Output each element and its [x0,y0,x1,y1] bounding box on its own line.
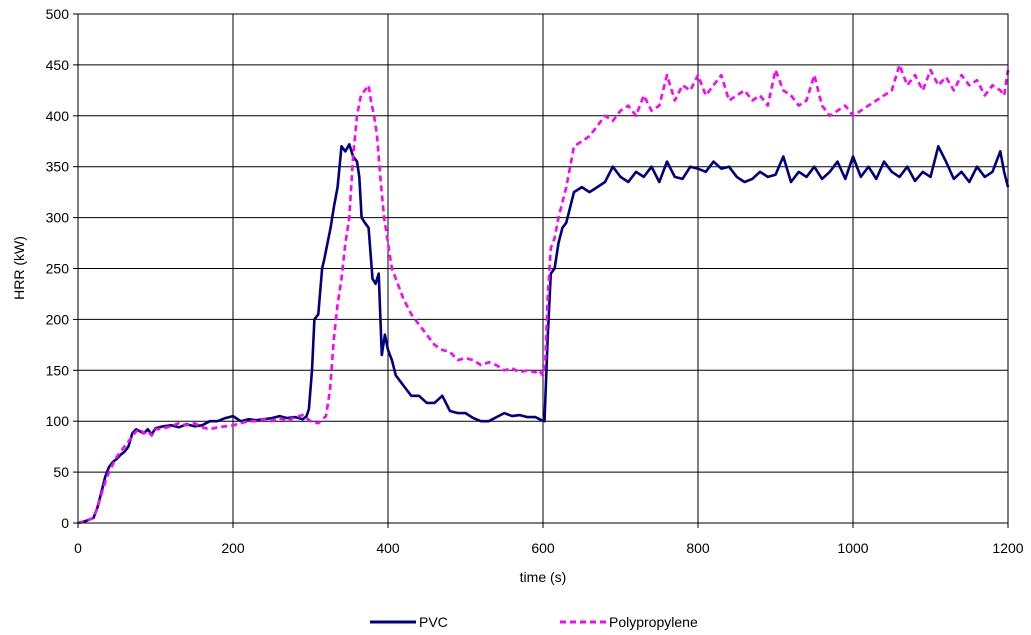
x-tick-label: 400 [376,540,400,556]
legend-label: PVC [419,614,448,630]
legend: PVC Polypropylene [370,614,698,630]
x-tick-label: 1200 [992,540,1023,556]
x-tick-label: 800 [686,540,710,556]
y-axis-ticks: 0 50 100 150 200 250 300 350 400 450 500 [46,6,78,531]
y-tick-label: 300 [46,210,70,226]
legend-label: Polypropylene [609,614,698,630]
series-line-pvc [77,143,1010,525]
y-tick-label: 0 [61,515,69,531]
y-axis-title: HRR (kW) [11,236,27,300]
y-tick-label: 450 [46,57,70,73]
y-tick-label: 150 [46,362,70,378]
y-tick-label: 350 [46,159,70,175]
y-tick-label: 100 [46,413,70,429]
series-line-polypropylene [77,63,1010,525]
x-tick-label: 200 [221,540,245,556]
x-tick-label: 600 [531,540,555,556]
y-tick-label: 50 [53,464,69,480]
y-tick-label: 400 [46,108,70,124]
y-tick-label: 200 [46,311,70,327]
series-group [77,63,1010,525]
y-tick-label: 250 [46,261,70,277]
x-axis-ticks: 0 200 400 600 800 1000 1200 [74,523,1024,556]
x-tick-label: 0 [74,540,82,556]
x-tick-label: 1000 [837,540,868,556]
y-tick-label: 500 [46,6,70,22]
x-axis-title: time (s) [520,569,567,585]
